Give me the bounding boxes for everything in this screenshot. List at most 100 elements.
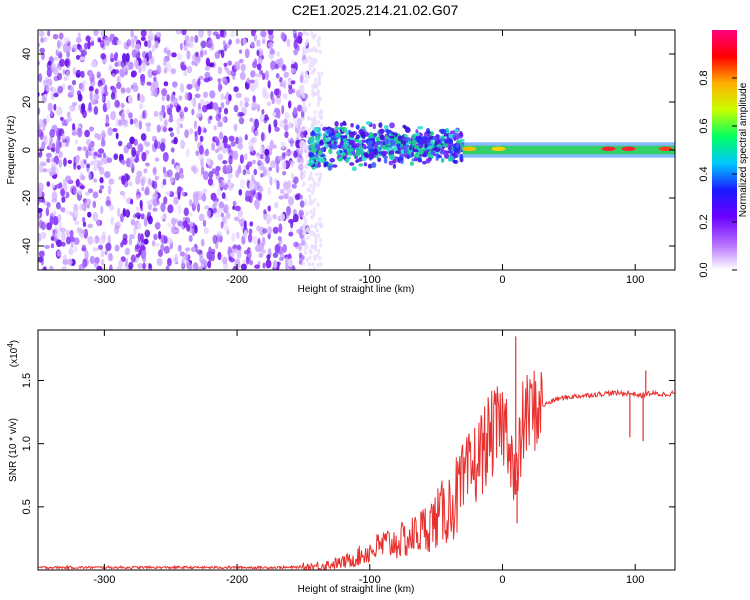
noise-cell xyxy=(256,49,260,57)
noise-cell xyxy=(163,196,168,205)
band-cell xyxy=(422,160,427,165)
noise-cell xyxy=(89,126,94,132)
noise-cell xyxy=(128,112,133,119)
noise-cell xyxy=(220,77,226,82)
noise-cell xyxy=(136,222,142,230)
band-cell xyxy=(349,162,355,166)
noise-cell xyxy=(314,48,318,54)
snr-xtick-label: -300 xyxy=(93,574,115,586)
noise-cell xyxy=(278,195,284,200)
band-cell xyxy=(331,143,338,150)
noise-cell xyxy=(53,103,57,111)
noise-cell xyxy=(286,38,291,48)
noise-cell xyxy=(53,226,60,232)
noise-cell xyxy=(186,83,193,90)
noise-cell xyxy=(207,76,213,82)
band-cell xyxy=(307,162,313,167)
noise-cell xyxy=(161,95,166,101)
noise-cell xyxy=(302,59,306,65)
noise-cell xyxy=(102,152,106,158)
noise-cell xyxy=(235,258,241,265)
band-cell xyxy=(381,151,387,157)
noise-cell xyxy=(85,35,91,42)
noise-cell xyxy=(258,252,264,258)
band-cell xyxy=(328,132,334,137)
noise-cell xyxy=(318,111,322,116)
noise-cell xyxy=(288,139,295,144)
noise-cell xyxy=(305,154,310,159)
noise-cell xyxy=(145,186,150,194)
noise-cell xyxy=(90,161,94,166)
noise-cell xyxy=(185,147,190,158)
noise-cell xyxy=(190,35,194,43)
noise-cell xyxy=(316,39,320,44)
noise-cell xyxy=(314,84,318,89)
band-cell xyxy=(426,142,433,147)
noise-cell xyxy=(259,226,265,236)
noise-cell xyxy=(200,158,204,167)
noise-cell xyxy=(288,100,292,109)
noise-cell xyxy=(288,196,294,206)
noise-cell xyxy=(302,79,306,85)
band-cell xyxy=(452,159,458,164)
noise-cell xyxy=(142,255,146,263)
noise-cell xyxy=(279,213,285,222)
noise-cell xyxy=(264,70,269,81)
noise-cell xyxy=(162,126,168,133)
noise-cell xyxy=(108,65,114,72)
noise-cell xyxy=(214,210,221,218)
noise-cell xyxy=(211,142,216,152)
band-cell xyxy=(360,132,367,139)
noise-cell xyxy=(188,211,193,217)
noise-cell xyxy=(249,145,254,153)
noise-cell xyxy=(208,171,214,179)
noise-cell xyxy=(254,264,261,269)
noise-cell xyxy=(188,235,193,242)
noise-cell xyxy=(126,142,133,150)
noise-cell xyxy=(107,234,111,245)
noise-cell xyxy=(316,202,320,207)
spectrogram-ytick-label: 0 xyxy=(21,147,33,153)
noise-cell xyxy=(234,205,241,212)
noise-cell xyxy=(286,205,291,216)
noise-cell xyxy=(215,165,221,172)
noise-cell xyxy=(204,66,211,71)
band-cell xyxy=(389,154,395,161)
noise-cell xyxy=(115,118,120,127)
noise-cell xyxy=(135,175,141,185)
noise-cell xyxy=(230,30,236,38)
noise-cell xyxy=(303,125,307,131)
band-cell xyxy=(342,138,347,142)
noise-cell xyxy=(313,110,317,115)
noise-cell xyxy=(275,88,282,99)
noise-cell xyxy=(46,67,52,78)
noise-cell xyxy=(312,59,316,65)
noise-cell xyxy=(98,237,105,245)
noise-cell xyxy=(272,226,279,234)
noise-cell xyxy=(221,116,227,123)
noise-cell xyxy=(59,58,65,67)
noise-cell xyxy=(97,166,103,171)
noise-cell xyxy=(305,164,309,169)
noise-cell xyxy=(180,112,185,122)
noise-cell xyxy=(206,251,212,260)
noise-cell xyxy=(293,39,298,50)
noise-cell xyxy=(252,235,258,245)
noise-cell xyxy=(305,257,309,263)
noise-cell xyxy=(233,104,239,113)
noise-cell xyxy=(143,57,147,63)
noise-cell xyxy=(132,87,138,93)
noise-cell xyxy=(290,63,296,70)
noise-cell xyxy=(122,233,128,241)
band-cell xyxy=(365,121,372,125)
noise-cell xyxy=(58,159,63,168)
colorbar-tick-label: 0.6 xyxy=(698,118,710,133)
noise-cell xyxy=(73,237,80,245)
noise-cell xyxy=(194,224,198,234)
noise-cell xyxy=(218,201,225,209)
snr-marks xyxy=(38,336,675,570)
noise-cell xyxy=(165,191,171,196)
band-cell xyxy=(456,142,460,149)
noise-cell xyxy=(273,119,278,128)
noise-cell xyxy=(307,261,311,267)
